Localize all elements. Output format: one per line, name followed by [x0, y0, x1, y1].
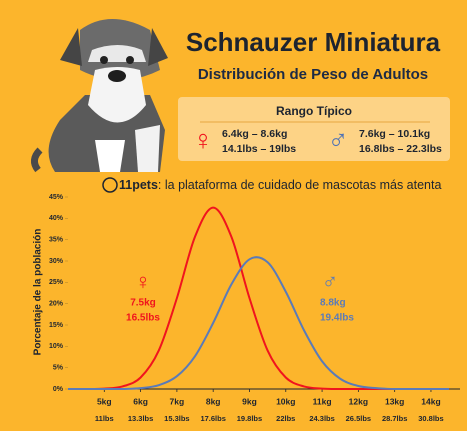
x-tick-label: 12kg — [349, 396, 368, 406]
y-tick-label: 30% — [49, 258, 64, 265]
x-tick-label: 10kg — [276, 396, 295, 406]
brand-tagline: : la plataforma de cuidado de mascotas m… — [158, 178, 442, 192]
y-tick-label: 35% — [49, 237, 64, 244]
x-tick-label: 5kg — [97, 396, 112, 406]
male-symbol: ♂ — [328, 124, 349, 155]
x-tick-label: 14kg — [421, 396, 440, 406]
brand-name: 11pets — [119, 178, 158, 192]
x-tick-sublabel: 30.8lbs — [418, 414, 443, 423]
x-tick-sublabel: 11lbs — [95, 414, 114, 423]
y-tick-label: 40% — [49, 215, 64, 222]
y-tick-label: 5% — [53, 365, 64, 372]
x-tick-sublabel: 15.3lbs — [164, 414, 189, 423]
x-tick-label: 13kg — [385, 396, 404, 406]
male-lbs-range: 16.8lbs – 22.3lbs — [359, 143, 442, 155]
title: Schnauzer Miniatura — [186, 27, 441, 57]
infographic: Schnauzer Miniatura Distribución de Peso… — [0, 0, 467, 431]
subtitle: Distribución de Peso de Adultos — [198, 66, 428, 83]
x-tick-sublabel: 19.8lbs — [237, 414, 262, 423]
y-tick-label: 45% — [49, 194, 64, 201]
x-tick-label: 8kg — [206, 396, 221, 406]
male-kg-range: 7.6kg – 10.1kg — [359, 128, 430, 140]
x-tick-sublabel: 17.6lbs — [200, 414, 225, 423]
y-tick-label: 10% — [49, 343, 64, 350]
x-tick-label: 11kg — [313, 396, 332, 406]
series-annotation: 19.4lbs — [320, 313, 354, 324]
series-annotation: 16.5lbs — [126, 313, 160, 324]
background — [0, 0, 467, 431]
range-title: Rango Típico — [276, 104, 352, 118]
brand-line: 11pets: la plataforma de cuidado de masc… — [119, 178, 441, 192]
y-tick-label: 15% — [49, 322, 64, 329]
series-symbol: ♂ — [322, 269, 339, 294]
x-tick-label: 7kg — [170, 396, 185, 406]
y-tick-label: 20% — [49, 301, 64, 308]
x-tick-label: 6kg — [133, 396, 148, 406]
series-symbol: ♀ — [135, 269, 152, 294]
female-lbs-range: 14.1lbs – 19lbs — [222, 143, 296, 155]
x-tick-sublabel: 26.5lbs — [346, 414, 371, 423]
y-tick-label: 0% — [53, 386, 64, 393]
x-tick-sublabel: 13.3lbs — [128, 414, 153, 423]
y-axis-label: Porcentaje de la población — [33, 229, 44, 356]
female-symbol: ♀ — [193, 124, 214, 155]
y-tick-label: 25% — [49, 279, 64, 286]
x-tick-sublabel: 22lbs — [276, 414, 295, 423]
series-annotation: 7.5kg — [130, 298, 156, 309]
series-annotation: 8.8kg — [320, 298, 346, 309]
x-tick-sublabel: 28.7lbs — [382, 414, 407, 423]
x-tick-label: 9kg — [242, 396, 257, 406]
female-kg-range: 6.4kg – 8.6kg — [222, 128, 287, 140]
x-tick-sublabel: 24.3lbs — [309, 414, 334, 423]
